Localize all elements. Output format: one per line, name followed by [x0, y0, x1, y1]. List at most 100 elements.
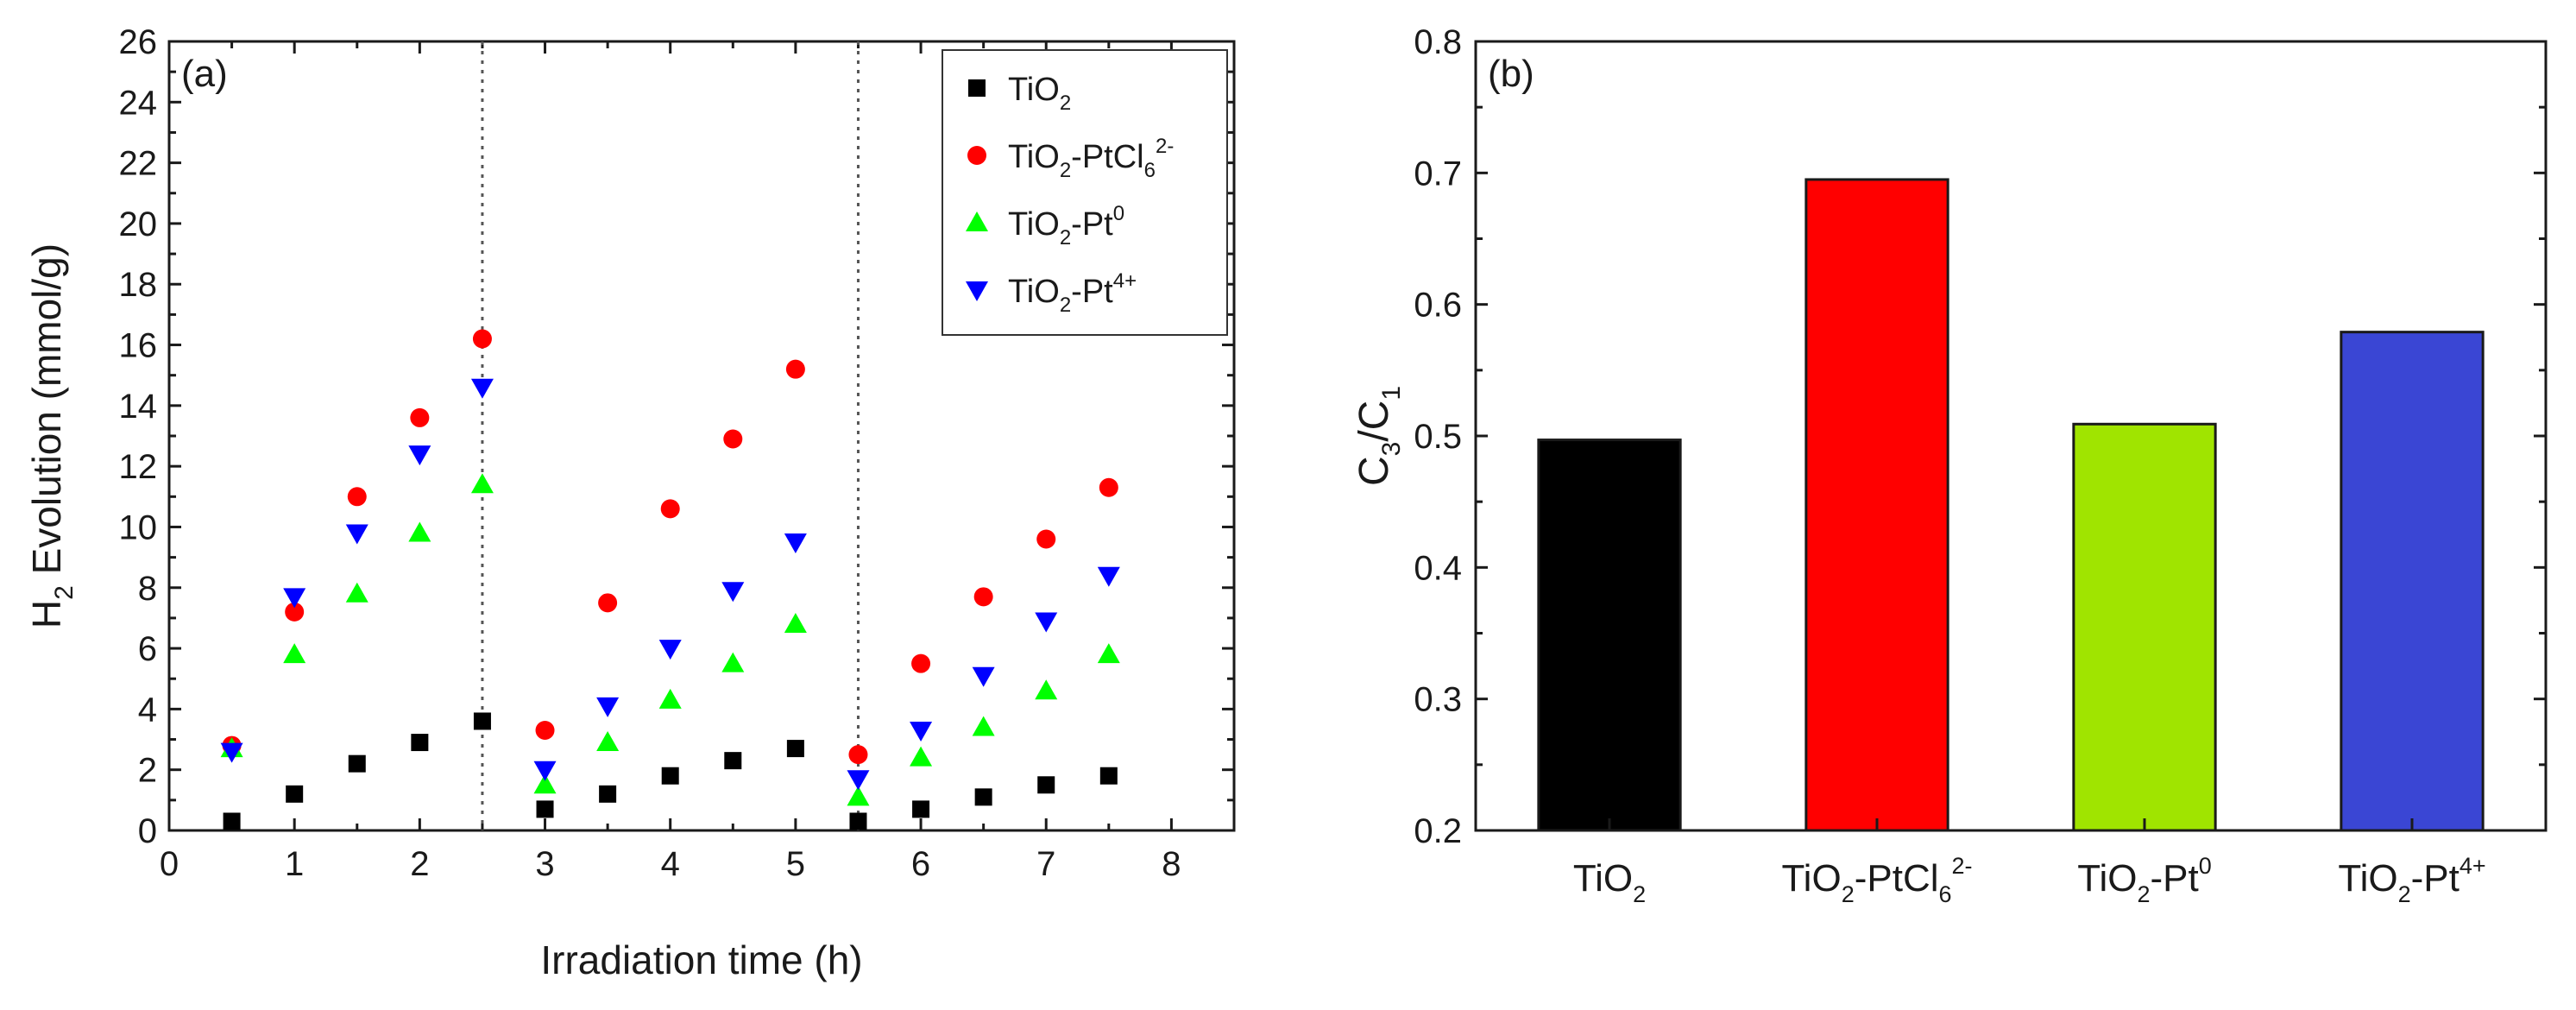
data-point: [348, 754, 366, 773]
data-point: [347, 487, 367, 507]
y-tick-label: 0.7: [1414, 155, 1462, 193]
data-point: [973, 587, 993, 607]
y-tick-label: 26: [119, 23, 158, 61]
data-point: [533, 773, 557, 794]
data-point: [910, 746, 933, 767]
data-point: [661, 767, 679, 785]
legend-marker: [966, 281, 988, 301]
x-tick-label: 2: [410, 845, 429, 883]
data-point: [345, 582, 368, 603]
y-axis-label-group: C3/C1: [1351, 386, 1406, 486]
legend-marker: [966, 211, 988, 231]
data-point: [1097, 566, 1120, 587]
y-tick-label: 0.5: [1414, 418, 1462, 456]
y-tick-label: 16: [119, 327, 158, 365]
series-square: [223, 712, 1118, 830]
y-tick-label: 4: [138, 691, 157, 729]
data-point: [972, 666, 995, 687]
data-point: [285, 602, 305, 622]
data-point: [408, 521, 431, 542]
y-tick-label: 20: [119, 205, 158, 243]
data-point: [972, 716, 995, 736]
data-point: [1097, 643, 1120, 664]
y-tick-label: 8: [138, 570, 157, 608]
data-point: [410, 407, 430, 427]
data-point: [223, 812, 241, 830]
data-point: [658, 688, 682, 709]
data-point: [786, 740, 804, 758]
data-point: [472, 329, 492, 349]
data-point: [596, 697, 620, 717]
data-point: [533, 761, 557, 781]
y-tick-label: 18: [119, 266, 158, 304]
category-label: TiO2-Pt4+: [2338, 853, 2485, 907]
data-point: [535, 720, 555, 740]
y-tick-label: 0.2: [1414, 812, 1462, 850]
data-point: [283, 588, 306, 609]
y-tick-label: 0.8: [1414, 23, 1462, 61]
y-axis-label-group: H2 Evolution (mmol/g): [24, 243, 79, 628]
y-tick-label: 0.3: [1414, 681, 1462, 719]
data-point: [847, 786, 870, 806]
data-point: [473, 712, 491, 730]
y-tick-label: 12: [119, 448, 158, 486]
bar: [2340, 331, 2485, 832]
x-tick-label: 6: [911, 845, 930, 883]
legend-label: TiO2-Pt4+: [1008, 269, 1137, 317]
data-point: [1099, 477, 1118, 497]
data-point: [599, 785, 617, 803]
data-point: [598, 593, 618, 613]
bar: [1804, 178, 1949, 832]
y-tick-label: 6: [138, 630, 157, 668]
data-point: [470, 473, 494, 494]
data-point: [220, 742, 243, 763]
data-point: [596, 731, 620, 752]
y-tick-label: 10: [119, 508, 158, 546]
x-tick-label: 3: [535, 845, 554, 883]
data-point: [345, 524, 368, 545]
y-tick-label: 0.6: [1414, 287, 1462, 325]
data-point: [848, 745, 868, 765]
legend-marker: [968, 79, 986, 97]
y-tick-label: 0: [138, 812, 157, 850]
category-label: TiO2-Pt0: [2077, 853, 2212, 907]
data-point: [408, 445, 431, 466]
x-tick-label: 5: [786, 845, 805, 883]
data-point: [911, 653, 931, 673]
data-point: [1035, 612, 1058, 633]
y-tick-label: 2: [138, 752, 157, 790]
panel-label: (b): [1488, 53, 1534, 95]
data-point: [658, 640, 682, 660]
data-point: [910, 721, 933, 742]
legend-label: TiO2-Pt0: [1008, 202, 1124, 249]
data-point: [721, 652, 745, 672]
data-point: [847, 770, 870, 791]
panel-label: (a): [181, 53, 228, 95]
data-point: [785, 359, 805, 379]
data-point: [283, 643, 306, 664]
y-axis-label: C3/C1: [1351, 386, 1406, 486]
data-point: [1036, 529, 1056, 549]
x-tick-label: 0: [160, 845, 179, 883]
legend-label: TiO2-PtCl62-: [1008, 135, 1174, 182]
legend-label: TiO2: [1008, 72, 1071, 115]
x-tick-label: 4: [661, 845, 680, 883]
data-point: [660, 499, 680, 519]
data-point: [286, 785, 304, 803]
y-tick-label: 22: [119, 145, 158, 183]
bar: [1537, 439, 1682, 832]
data-point: [1035, 679, 1058, 700]
y-axis-label: H2 Evolution (mmol/g): [24, 243, 79, 628]
x-tick-label: 1: [285, 845, 304, 883]
data-point: [536, 800, 554, 818]
x-tick-label: 7: [1036, 845, 1055, 883]
data-point: [411, 734, 429, 752]
data-point: [1037, 776, 1055, 794]
data-point: [912, 800, 930, 818]
y-tick-label: 0.4: [1414, 549, 1462, 587]
data-point: [1099, 767, 1118, 785]
y-tick-label: 24: [119, 84, 158, 122]
x-tick-label: 8: [1162, 845, 1181, 883]
